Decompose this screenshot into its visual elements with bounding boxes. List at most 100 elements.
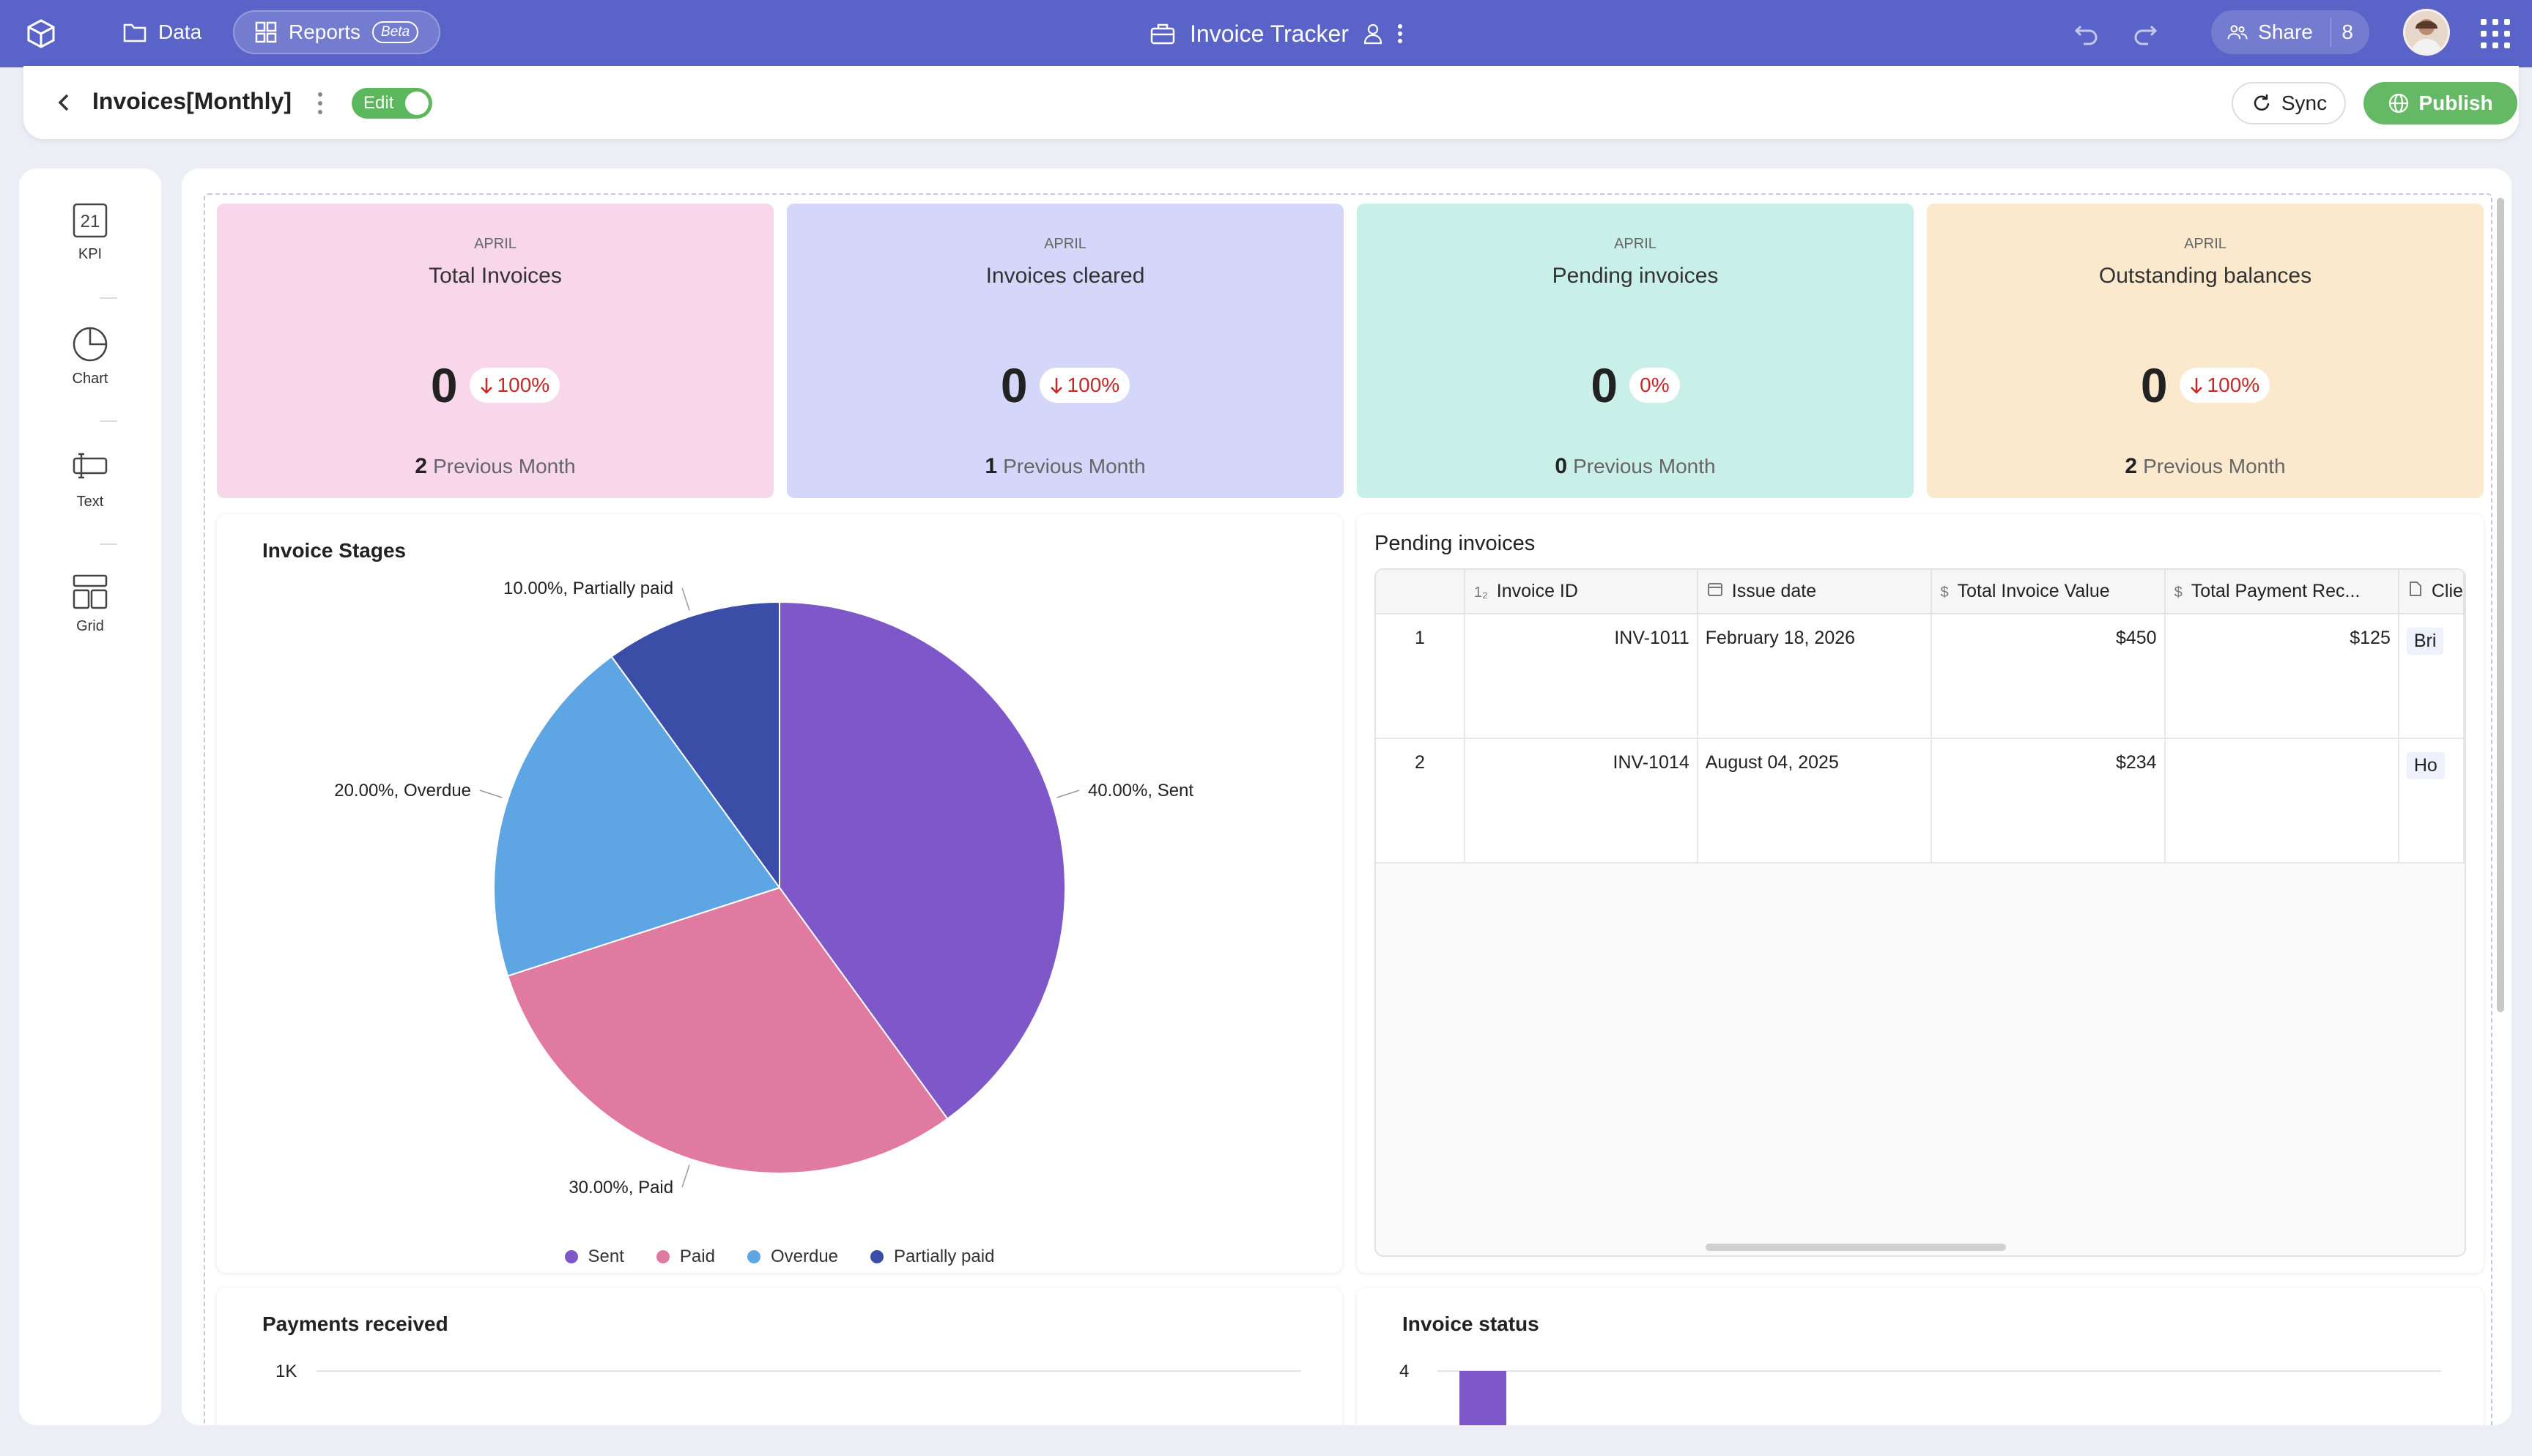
card-title: Invoice status — [1402, 1312, 1539, 1335]
report-header: Invoices[Monthly] Edit Sync Publish — [23, 66, 2519, 139]
cell-issue-date[interactable]: August 04, 2025 — [1697, 738, 1932, 863]
toggle-knob — [405, 92, 429, 115]
kpi-previous: 2 Previous Month — [1927, 454, 2484, 479]
cell-client[interactable]: Ho — [2398, 738, 2465, 863]
apps-grid-icon[interactable] — [2481, 19, 2510, 48]
line-chart: 1K — [275, 1362, 1301, 1381]
sync-label: Sync — [2281, 92, 2328, 114]
cell-issue-date[interactable]: February 18, 2026 — [1697, 614, 1932, 739]
chart-widget-tool[interactable]: Chart — [19, 325, 161, 387]
grid-widget-tool[interactable]: Grid — [19, 573, 161, 635]
kpi-card-invoices-cleared[interactable]: APRIL Invoices cleared 0 100% 1 Previous … — [787, 204, 1344, 498]
arrow-down-icon — [480, 378, 492, 394]
kpi-card-outstanding-balances[interactable]: APRIL Outstanding balances 0 100% 2 Previ… — [1927, 204, 2484, 498]
table-row[interactable]: 2 INV-1014 August 04, 2025 $234 Ho — [1376, 738, 2465, 863]
row-number: 2 — [1376, 738, 1465, 863]
share-button[interactable]: Share 8 — [2211, 10, 2369, 54]
kpi-card-pending-invoices[interactable]: APRIL Pending invoices 0 0% 0 Previous Mo… — [1357, 204, 1914, 498]
kpi-month: APRIL — [1614, 236, 1656, 252]
row-number: 1 — [1376, 614, 1465, 739]
legend-item[interactable]: Sent — [564, 1247, 624, 1267]
text-widget-tool[interactable]: Text — [19, 448, 161, 510]
client-chip: Bri — [2406, 628, 2444, 655]
more-vertical-icon[interactable] — [1397, 23, 1403, 45]
horizontal-scrollbar[interactable] — [1706, 1244, 2006, 1251]
payments-received-card[interactable]: Payments received 1K — [217, 1288, 1342, 1425]
text-tool-label: Text — [76, 494, 104, 510]
invoice-stages-card[interactable]: Invoice Stages 40.00%, Sent 30.00%, Paid 2… — [217, 514, 1342, 1273]
bar-chart: 4 — [1399, 1362, 2441, 1425]
user-avatar[interactable] — [2403, 9, 2450, 56]
currency-icon: $ — [1940, 584, 1949, 601]
kpi-previous: 1 Previous Month — [787, 454, 1344, 479]
column-header-label: Total Invoice Value — [1957, 581, 2110, 601]
column-header-total-value[interactable]: $ Total Invoice Value — [1931, 570, 2166, 614]
data-grid: 1₂ Invoice ID Issue date $ Total Invoice V… — [1376, 570, 2465, 863]
column-header-issue-date[interactable]: Issue date — [1697, 570, 1932, 614]
kpi-change-badge: 100% — [469, 368, 560, 403]
column-header-client[interactable]: Clie — [2398, 570, 2465, 614]
rail-divider — [100, 297, 117, 299]
nav-reports-button[interactable]: Reports Beta — [233, 10, 441, 54]
legend-item[interactable]: Partially paid — [870, 1247, 994, 1267]
table-row[interactable]: 1 INV-1011 February 18, 2026 $450 $125 B… — [1376, 614, 2465, 739]
cell-invoice-id[interactable]: INV-1014 — [1464, 738, 1698, 863]
nav-data-button[interactable]: Data — [103, 10, 222, 54]
page-title: Invoices[Monthly] — [92, 88, 292, 114]
bar[interactable] — [1459, 1371, 1506, 1425]
drop-zone-outline — [204, 193, 2492, 1425]
kpi-label: Total Invoices — [429, 264, 562, 288]
pie-chart: 40.00%, Sent 30.00%, Paid 20.00%, Overdue 1… — [334, 579, 1193, 1197]
sync-button[interactable]: Sync — [2232, 82, 2346, 125]
cell-total-payment[interactable]: $125 — [2164, 614, 2399, 739]
edit-toggle[interactable]: Edit — [352, 88, 432, 119]
cell-total-payment[interactable] — [2164, 738, 2399, 863]
card-title: Payments received — [262, 1312, 448, 1335]
cell-client[interactable]: Bri — [2398, 614, 2465, 739]
column-header-label: Total Payment Rec... — [2191, 581, 2361, 601]
more-vertical-icon[interactable] — [316, 91, 324, 116]
kpi-month: APRIL — [2184, 236, 2226, 252]
pie-slice-overdue[interactable] — [493, 655, 781, 977]
app-title: Invoice Tracker — [1190, 20, 1349, 47]
pending-invoices-card[interactable]: Pending invoices 1₂ Invoice ID Issue date… — [1357, 514, 2484, 1273]
pie-slice-label: 20.00%, Overdue — [334, 781, 471, 801]
kpi-value: 0 — [1000, 358, 1028, 412]
app-logo-icon[interactable] — [25, 18, 57, 50]
invoice-status-card[interactable]: Invoice status 4 — [1357, 1288, 2484, 1425]
legend-label: Sent — [588, 1247, 624, 1266]
kpi-label: Invoices cleared — [985, 264, 1145, 288]
kpi-card-total-invoices[interactable]: APRIL Total Invoices 0 100% 2 Previous Mo… — [217, 204, 774, 498]
pie-label-leader — [681, 1165, 690, 1188]
card-title: Invoice Stages — [262, 539, 407, 562]
back-arrow-icon[interactable] — [51, 88, 76, 117]
publish-button[interactable]: Publish — [2363, 82, 2517, 125]
legend-item[interactable]: Paid — [656, 1247, 715, 1267]
number-type-icon: 1₂ — [1473, 584, 1488, 601]
legend-item[interactable]: Overdue — [747, 1247, 838, 1267]
undo-icon[interactable] — [2072, 19, 2101, 48]
rail-divider — [100, 543, 117, 545]
cell-invoice-id[interactable]: INV-1011 — [1464, 614, 1698, 739]
chart-tool-label: Chart — [72, 371, 108, 387]
kpi-change: 100% — [497, 374, 550, 396]
pie-slice-label: 10.00%, Partially paid — [503, 579, 673, 598]
calendar-icon — [1707, 583, 1722, 596]
cell-total-value[interactable]: $234 — [1931, 738, 2166, 863]
vertical-scrollbar[interactable] — [2497, 198, 2504, 1012]
user-access-icon[interactable] — [1363, 23, 1382, 45]
cell-total-value[interactable]: $450 — [1931, 614, 2166, 739]
kpi-widget-tool[interactable]: 21 KPI — [19, 202, 161, 263]
kpi-value: 0 — [1591, 358, 1618, 412]
client-chip: Ho — [2406, 752, 2445, 779]
pie-slice-paid[interactable] — [506, 886, 949, 1174]
legend-swatch — [870, 1250, 884, 1263]
pie-slice-sent[interactable] — [779, 601, 1066, 1120]
kpi-previous: 0 Previous Month — [1357, 454, 1914, 479]
nav-data-label: Data — [158, 21, 202, 43]
redo-icon[interactable] — [2131, 19, 2160, 48]
pie-slice-partially-paid[interactable] — [610, 601, 780, 891]
column-header-invoice-id[interactable]: 1₂ Invoice ID — [1464, 570, 1698, 614]
pie-slice-label: 30.00%, Paid — [569, 1178, 673, 1197]
column-header-total-payment[interactable]: $ Total Payment Rec... — [2164, 570, 2399, 614]
